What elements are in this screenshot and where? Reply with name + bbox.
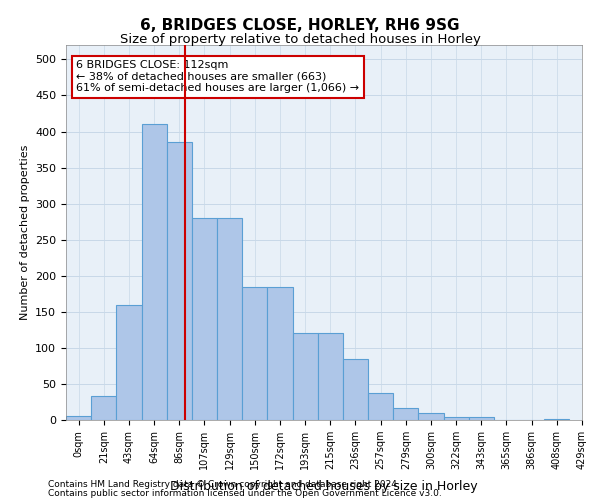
- Bar: [268, 286, 293, 420]
- Bar: [192, 218, 217, 420]
- Bar: [393, 408, 418, 420]
- Text: 6 BRIDGES CLOSE: 112sqm
← 38% of detached houses are smaller (663)
61% of semi-d: 6 BRIDGES CLOSE: 112sqm ← 38% of detache…: [76, 60, 359, 93]
- Bar: [293, 334, 318, 420]
- Bar: [217, 218, 242, 420]
- Bar: [544, 418, 569, 420]
- Bar: [418, 413, 443, 420]
- Text: 6, BRIDGES CLOSE, HORLEY, RH6 9SG: 6, BRIDGES CLOSE, HORLEY, RH6 9SG: [140, 18, 460, 32]
- Text: Contains HM Land Registry data © Crown copyright and database right 2024.: Contains HM Land Registry data © Crown c…: [48, 480, 400, 489]
- Bar: [443, 417, 469, 420]
- Bar: [242, 286, 268, 420]
- Bar: [142, 124, 167, 420]
- Text: Contains public sector information licensed under the Open Government Licence v3: Contains public sector information licen…: [48, 488, 442, 498]
- Bar: [116, 304, 142, 420]
- Bar: [66, 416, 91, 420]
- Bar: [91, 396, 116, 420]
- Bar: [469, 417, 494, 420]
- Text: Size of property relative to detached houses in Horley: Size of property relative to detached ho…: [119, 32, 481, 46]
- Y-axis label: Number of detached properties: Number of detached properties: [20, 145, 29, 320]
- Bar: [318, 334, 343, 420]
- Bar: [167, 142, 192, 420]
- Bar: [368, 392, 393, 420]
- Bar: [343, 358, 368, 420]
- X-axis label: Distribution of detached houses by size in Horley: Distribution of detached houses by size …: [170, 480, 478, 494]
